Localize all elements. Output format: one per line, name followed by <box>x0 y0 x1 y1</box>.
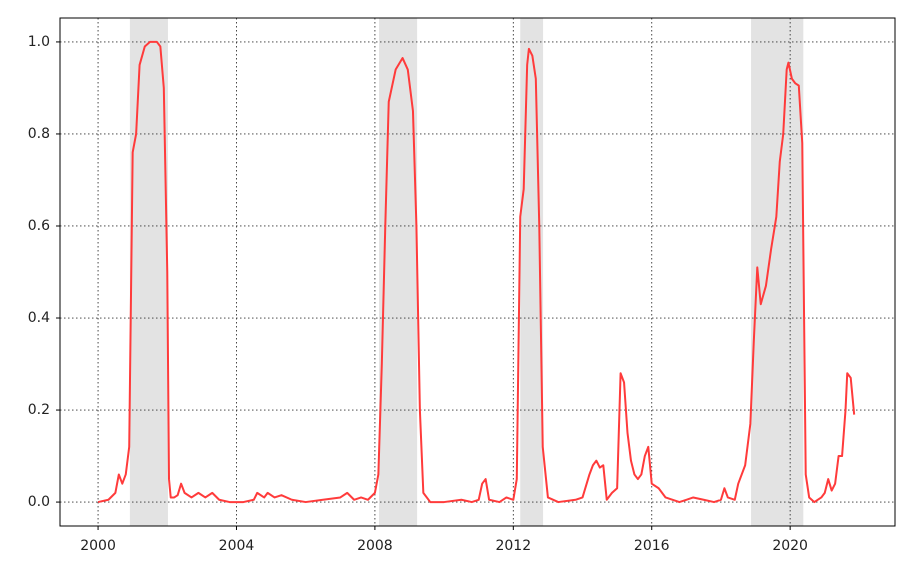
x-tick-label: 2000 <box>80 538 116 554</box>
shaded-region <box>751 18 804 526</box>
x-tick-label: 2012 <box>495 538 531 554</box>
data-line <box>97 40 856 504</box>
shaded-region <box>129 18 168 526</box>
x-tick-label: 2020 <box>772 538 808 554</box>
x-tick-label: 2008 <box>357 538 393 554</box>
y-tick-label: 0.8 <box>28 126 50 142</box>
y-tick-label: 0.2 <box>28 402 50 418</box>
x-tick-label: 2004 <box>219 538 255 554</box>
x-tick-label: 2016 <box>634 538 670 554</box>
y-tick-label: 0.6 <box>28 218 50 234</box>
y-tick-label: 1.0 <box>28 34 50 50</box>
plot-frame <box>59 17 896 527</box>
y-tick-label: 0.0 <box>28 494 50 510</box>
y-tick-label: 0.4 <box>28 310 50 326</box>
shaded-region <box>379 18 418 526</box>
